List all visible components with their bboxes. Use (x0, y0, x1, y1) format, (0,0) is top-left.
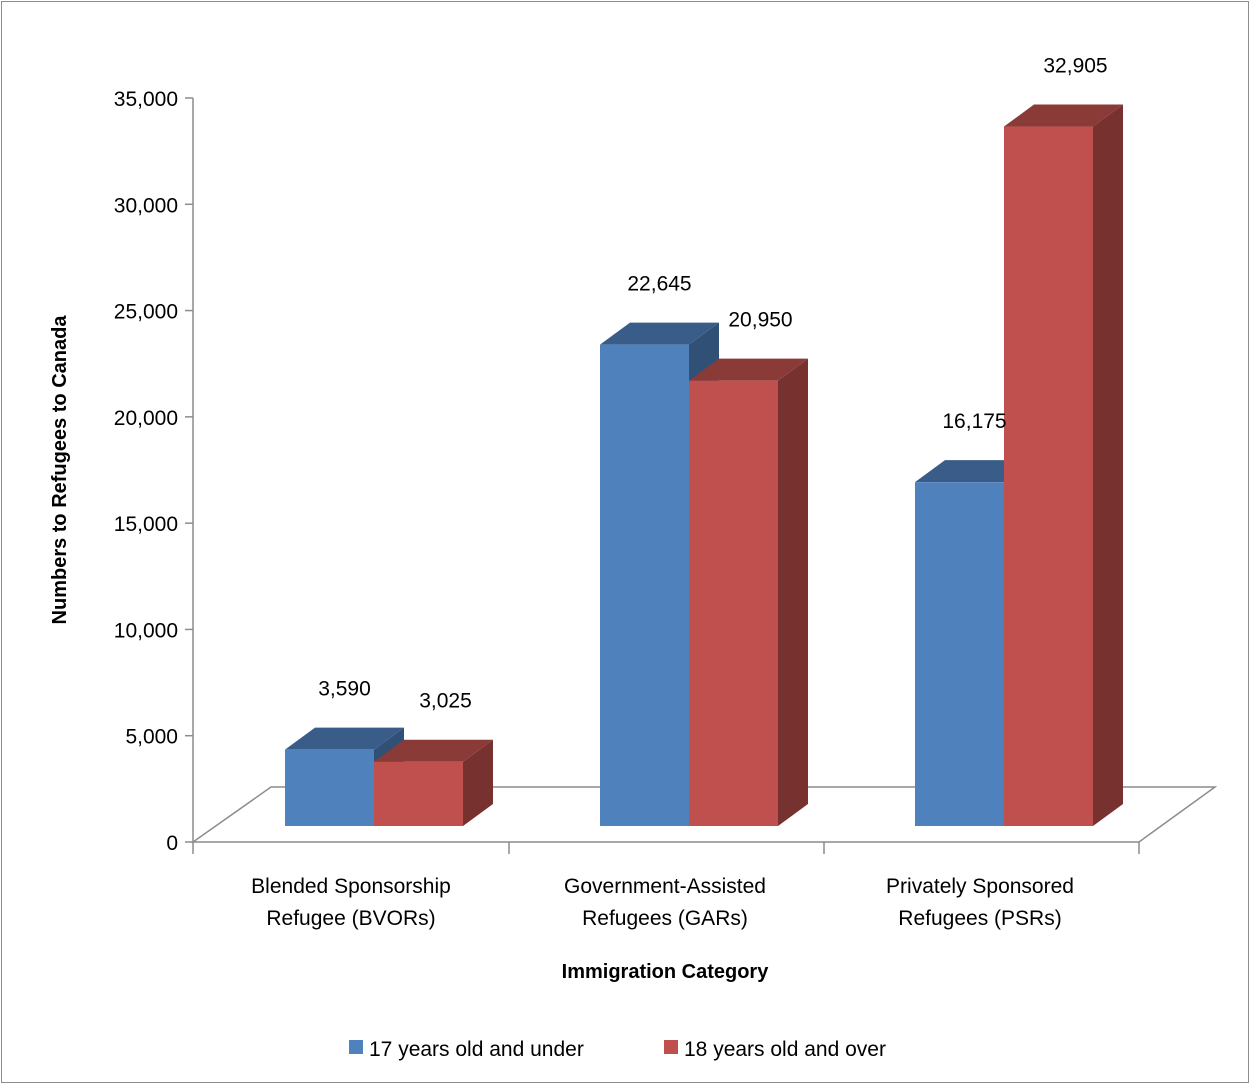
bar-side-over-18 (778, 359, 808, 826)
data-label-under-17: 22,645 (627, 273, 691, 296)
y-tick-label: 5,000 (125, 726, 178, 749)
data-label-over-18: 20,950 (728, 309, 792, 332)
x-category-label: Government-Assisted (564, 875, 766, 898)
legend-swatch-18-and-over (664, 1040, 678, 1054)
bar-under-17 (600, 345, 689, 826)
legend-label-18-and-over: 18 years old and over (684, 1038, 886, 1061)
bar-over-18 (689, 381, 778, 826)
bar-over-18 (374, 762, 463, 826)
data-label-over-18: 3,025 (419, 690, 472, 713)
y-tick-label: 20,000 (114, 407, 178, 430)
bar-under-17 (915, 482, 1004, 826)
bar-over-18 (1004, 127, 1093, 826)
legend-label-17-and-under: 17 years old and under (369, 1038, 584, 1061)
data-label-under-17: 3,590 (318, 678, 371, 701)
y-tick-label: 25,000 (114, 301, 178, 324)
x-category-label: Blended Sponsorship (251, 875, 451, 898)
y-axis-title: Numbers to Refugees to Canada (49, 315, 71, 625)
x-category-label: Refugee (BVORs) (266, 907, 435, 930)
y-tick-label: 30,000 (114, 194, 178, 217)
bar-under-17 (285, 750, 374, 826)
y-tick-label: 0 (166, 832, 178, 855)
y-tick-label: 10,000 (114, 619, 178, 642)
x-axis-title: Immigration Category (562, 961, 770, 983)
x-category-label: Refugees (GARs) (582, 907, 748, 930)
data-label-under-17: 16,175 (942, 410, 1006, 433)
y-tick-label: 15,000 (114, 513, 178, 536)
x-category-label: Refugees (PSRs) (898, 907, 1061, 930)
x-category-label: Privately Sponsored (886, 875, 1074, 898)
legend-swatch-17-and-under (349, 1040, 363, 1054)
data-label-over-18: 32,905 (1043, 55, 1107, 78)
legend: 17 years old and under 18 years old and … (349, 1038, 886, 1061)
bars (285, 105, 1123, 826)
bar-side-over-18 (1093, 105, 1123, 826)
y-tick-label: 35,000 (114, 88, 178, 111)
